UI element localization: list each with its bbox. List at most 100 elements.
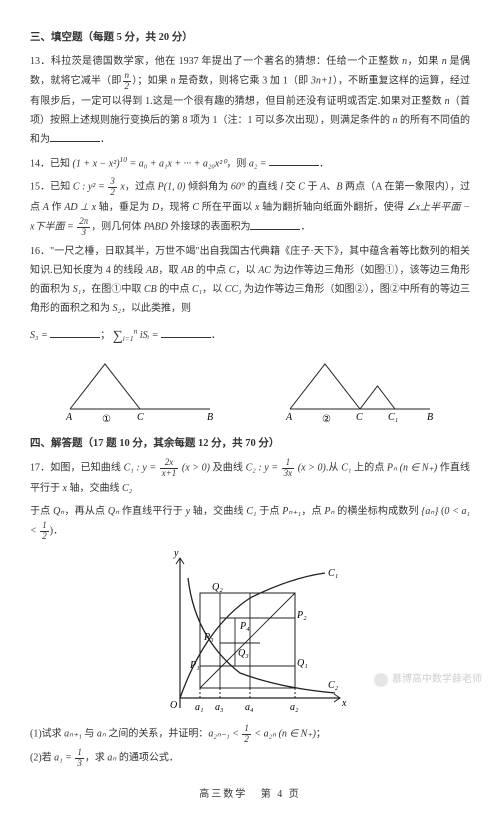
q16-line2: S₃ = ； ∑i=1n iSᵢ = ． bbox=[30, 322, 470, 349]
axis-x: x bbox=[341, 698, 347, 709]
t: 、 bbox=[326, 182, 336, 193]
lbl-a4: a₄ bbox=[245, 702, 254, 713]
q17-figure: y x O C₁ C₂ Q₂ Q₁ Q₃ P₂ P₁ P₃ P₄ a₁ a₃ a… bbox=[150, 548, 350, 718]
m: P(1, 0) bbox=[158, 182, 186, 193]
t: 交 bbox=[283, 182, 298, 193]
m: Pₙ (n ∈ N₊) bbox=[387, 463, 437, 474]
axis-y: y bbox=[173, 548, 179, 559]
page-footer: 高三数学 第 4 页 bbox=[30, 785, 470, 804]
m: AB bbox=[181, 265, 193, 276]
t: ，求 bbox=[85, 753, 108, 764]
t: ，在图①中取 bbox=[81, 284, 144, 295]
t: 轴为翻折轴向纸面外翻折，使得 bbox=[259, 202, 406, 213]
m: x bbox=[118, 182, 125, 193]
t: ． bbox=[300, 222, 310, 233]
m: C bbox=[298, 182, 305, 193]
t: ． bbox=[319, 158, 329, 169]
fig2-label: ② bbox=[322, 414, 331, 424]
n: 1 bbox=[75, 748, 84, 759]
q13-text: 13．科拉茨是德国数学家，他在 1937 年提出了一个著名的猜想：任给一个正整数 bbox=[30, 56, 402, 67]
t: 之间的关系，并证明： bbox=[106, 728, 209, 739]
m: S₂ bbox=[113, 303, 121, 314]
t: 于 bbox=[305, 182, 320, 193]
m: Qₙ bbox=[53, 506, 64, 517]
fig-2: A C C₁ B ② bbox=[280, 354, 440, 424]
lbl-Q1: Q₁ bbox=[297, 658, 308, 669]
m: C₁ : y = bbox=[124, 463, 159, 474]
t: 的中点 bbox=[157, 284, 192, 295]
footer-subject: 高三数学 bbox=[199, 789, 247, 800]
d: x+1 bbox=[160, 469, 179, 479]
q15-3over2: 32 bbox=[108, 177, 117, 198]
t: 是奇数，则将它乘 3 加 1（即 bbox=[176, 76, 311, 87]
watermark-icon bbox=[374, 673, 388, 687]
m: C₁ bbox=[192, 284, 202, 295]
d: 2 bbox=[108, 188, 117, 198]
t: ； bbox=[316, 728, 326, 739]
watermark: 慕博高中数学薛老师 bbox=[374, 670, 482, 689]
m: AD ⊥ x bbox=[64, 202, 96, 213]
d: 3 bbox=[77, 228, 90, 238]
q14-eq: = a₀ + a₁x + ··· + a₂₀x²⁰ bbox=[127, 158, 226, 169]
fig1-B: B bbox=[207, 412, 213, 423]
t: ）；如果 bbox=[132, 76, 171, 87]
m: (x > 0) bbox=[179, 463, 210, 474]
t: 14．已知 bbox=[30, 158, 73, 169]
t: ，点 bbox=[301, 506, 324, 517]
m: PABD bbox=[144, 222, 168, 233]
origin: O bbox=[170, 700, 177, 711]
q14-base: (1 + x − x²) bbox=[73, 158, 120, 169]
q16-figures: A C B ① A C C₁ B ② bbox=[30, 354, 470, 424]
t: 轴，交曲线 bbox=[67, 483, 122, 494]
sum-sign: ∑ bbox=[113, 329, 123, 344]
q13-expr: 3n+1 bbox=[311, 76, 333, 87]
q17-figure-wrap: y x O C₁ C₂ Q₂ Q₁ Q₃ P₂ P₁ P₃ P₄ a₁ a₃ a… bbox=[30, 548, 470, 718]
label-C2: C₂ bbox=[328, 680, 339, 691]
fig1-A: A bbox=[65, 412, 73, 423]
t: 与 bbox=[82, 728, 97, 739]
t: .从 bbox=[326, 463, 341, 474]
m: AC bbox=[258, 265, 271, 276]
q14: 14．已知 (1 + x − x²)10 = a₀ + a₁x + ··· + … bbox=[30, 153, 470, 173]
m: C₁ bbox=[246, 506, 256, 517]
q15-blank bbox=[250, 220, 300, 230]
m: Qₙ bbox=[108, 506, 119, 517]
m: a₂ₙ₋₁ < bbox=[208, 728, 241, 739]
m: aₙ bbox=[97, 728, 106, 739]
d: 3 bbox=[75, 759, 84, 769]
t: ，以 bbox=[202, 284, 225, 295]
q17-line1: 17．如图，已知曲线 C₁ : y = 2xx+1 (x > 0) 及曲线 C₂… bbox=[30, 458, 470, 498]
d: 2 bbox=[242, 735, 251, 745]
t: 所在平面以 bbox=[199, 202, 255, 213]
lbl-P1: P₁ bbox=[189, 660, 200, 671]
t: ，以 bbox=[235, 265, 258, 276]
t: 于点 bbox=[257, 506, 283, 517]
footer-page: 第 4 页 bbox=[261, 789, 301, 800]
section3-title: 三、填空题（每题 5 分，共 20 分） bbox=[30, 28, 470, 48]
t: 15．已知 bbox=[30, 182, 73, 193]
m: CC₁ bbox=[225, 284, 242, 295]
t: (1)试求 bbox=[30, 728, 64, 739]
t: 外接球的表面积为 bbox=[168, 222, 251, 233]
fig2-C1: C₁ bbox=[388, 412, 398, 423]
fig1-label: ① bbox=[102, 414, 111, 424]
lbl-P2: P₂ bbox=[296, 610, 307, 621]
m: S₃ = bbox=[30, 330, 50, 341]
q14-blank bbox=[269, 156, 319, 166]
q17-sub2: (2)若 a₁ = 13，求 aₙ 的通项公式． bbox=[30, 748, 470, 769]
den: 2 bbox=[123, 82, 132, 92]
q17-sub1: (1)试求 aₙ₊₁ 与 aₙ 之间的关系，并证明：a₂ₙ₋₁ < 12 < a… bbox=[30, 724, 470, 745]
t: 17．如图，已知曲线 bbox=[30, 463, 124, 474]
t: 的中点 bbox=[193, 265, 228, 276]
t: 作 bbox=[49, 202, 64, 213]
t: 及曲线 bbox=[210, 463, 246, 474]
frac-2x: 2xx+1 bbox=[160, 458, 179, 479]
lbl-a1: a₁ bbox=[195, 702, 203, 713]
frac-13x: 13x bbox=[282, 458, 295, 479]
t: 作直线平行于 bbox=[119, 506, 186, 517]
lbl-a3: a₃ bbox=[215, 702, 224, 713]
m: 60° bbox=[231, 182, 245, 193]
t: ，以此类推，则 bbox=[121, 303, 191, 314]
lbl-P3: P₃ bbox=[203, 632, 214, 643]
t: 的横坐标构成数列 bbox=[335, 506, 422, 517]
